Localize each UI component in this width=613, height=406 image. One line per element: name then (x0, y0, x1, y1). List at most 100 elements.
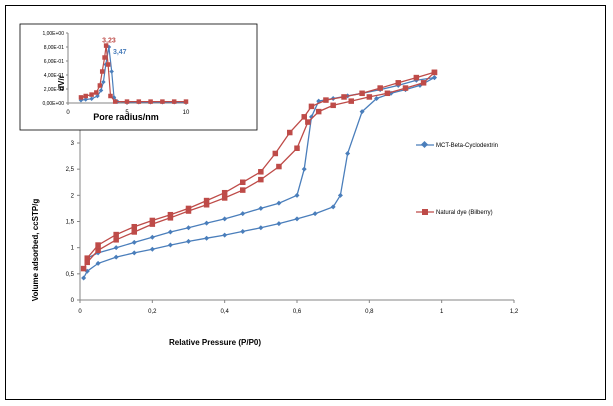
inset-x-tick-label: 10 (183, 110, 190, 116)
inset-data-point (171, 99, 177, 104)
data-point (337, 192, 343, 198)
data-point (276, 163, 282, 170)
inset-y-tick-label: 6,00E-01 (44, 59, 65, 65)
data-point (301, 166, 307, 172)
inset-series (78, 43, 189, 105)
data-point (305, 119, 311, 125)
inset-data-point (109, 69, 114, 74)
series-line-desorption (86, 71, 435, 259)
data-point (185, 205, 192, 212)
data-point (113, 231, 119, 238)
legend-label-1: MCT-Beta-Cyclodextrin (436, 143, 498, 149)
inset-data-point (124, 99, 130, 104)
inset-y-tick-label: 4,00E-01 (44, 73, 65, 79)
inset-data-point (89, 92, 94, 97)
data-point (131, 223, 137, 230)
data-point (345, 150, 351, 156)
data-point (80, 265, 87, 272)
inset-y-tick-label: 2,00E-01 (44, 87, 65, 93)
data-point (330, 204, 336, 210)
x-axis-label: Relative Pressure (P/P0) (169, 338, 261, 347)
main-axes: 0 0,2 0,4 0,6 0,8 1 1,2 0 0,5 1 1,5 2 2,5 3 (66, 126, 519, 315)
main-series (80, 69, 438, 281)
data-point (222, 232, 228, 238)
x-tick-label: 1 (440, 309, 444, 315)
series-line-adsorption (83, 77, 435, 279)
x-tick-label: 0,4 (220, 309, 229, 315)
data-point (323, 97, 329, 103)
data-point (374, 96, 380, 102)
data-point (301, 114, 307, 120)
y-tick-label: 0,5 (66, 272, 75, 278)
data-point (359, 90, 365, 97)
data-point (402, 85, 409, 91)
data-point (308, 103, 315, 110)
data-point (167, 211, 174, 218)
data-point (258, 225, 264, 231)
data-point (204, 220, 210, 226)
inset-annotations: 3,23 3,47 (102, 38, 127, 56)
data-point (167, 215, 174, 221)
data-point (287, 129, 293, 136)
inset-data-point (89, 96, 94, 102)
data-point (186, 225, 191, 231)
data-point (113, 245, 119, 251)
y-tick-label: 1,5 (66, 220, 75, 226)
legend-label-2: Natural dye (Bilberry) (436, 210, 493, 216)
inset-data-point (98, 88, 104, 93)
data-point (131, 239, 137, 245)
data-point (431, 69, 438, 76)
data-point (95, 260, 101, 266)
data-point (240, 228, 246, 234)
data-point (167, 229, 173, 235)
inset-data-point (105, 62, 111, 67)
legend-marker-2 (422, 209, 428, 215)
data-point (240, 187, 246, 193)
inset-data-point (95, 93, 100, 99)
inset-y-axis-label: dV/r (57, 75, 66, 91)
data-point (413, 74, 420, 81)
inset-y-tick-label: 8,00E-01 (44, 45, 65, 51)
legend-marker-1 (420, 140, 429, 149)
x-tick-label: 0,2 (148, 309, 157, 315)
data-point (341, 94, 347, 100)
series-2 (80, 69, 438, 272)
data-point (149, 221, 156, 227)
inset-y-tick-label: 0,00E+00 (42, 101, 64, 107)
data-point (84, 259, 90, 266)
data-point (294, 192, 300, 198)
data-point (272, 150, 279, 157)
x-tick-label: 1,2 (510, 309, 519, 315)
data-point (113, 237, 119, 243)
data-point (131, 229, 137, 235)
x-tick-label: 0 (78, 309, 82, 315)
y-tick-label: 3 (71, 141, 75, 147)
inset-data-point (83, 97, 88, 102)
inset-data-point (148, 99, 153, 104)
y-tick-label: 2,5 (66, 167, 75, 173)
data-point (431, 75, 437, 81)
data-point (258, 169, 264, 175)
inset-data-point (99, 69, 105, 74)
inset-data-point (94, 90, 99, 95)
data-point (149, 234, 155, 240)
inset-x-tick-label: 5 (125, 110, 129, 116)
data-point (95, 242, 101, 248)
data-point (395, 80, 402, 86)
inset-data-point (108, 93, 113, 99)
data-point (149, 246, 155, 252)
inset-x-axis-label: Pore radius/nm (93, 112, 159, 122)
data-point (359, 109, 365, 115)
inset-data-point (183, 99, 189, 104)
y-tick-label: 0 (71, 298, 75, 304)
data-point (84, 255, 90, 261)
y-tick-label: 2 (71, 193, 75, 199)
data-point (276, 221, 282, 227)
data-point (167, 242, 173, 248)
data-point (420, 80, 427, 86)
inset-y-tick-label: 1,00E+00 (42, 31, 64, 37)
data-point (330, 102, 336, 109)
data-point (276, 200, 282, 206)
